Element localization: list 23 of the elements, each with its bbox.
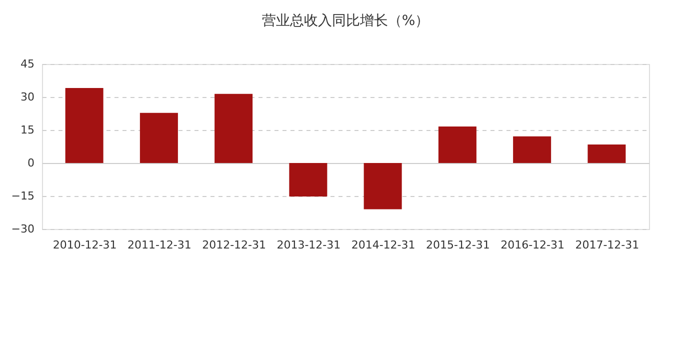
bar [513, 136, 552, 163]
y-tick-label: 30 [20, 90, 34, 104]
bar [214, 94, 253, 163]
y-tick-label: −30 [11, 222, 34, 236]
y-tick-label: 45 [20, 58, 34, 70]
x-tick-label: 2013-12-31 [276, 238, 341, 252]
chart-title: 营业总收入同比增长（%） [262, 13, 430, 29]
x-tick-label: 2016-12-31 [500, 238, 565, 252]
y-tick-label: 0 [28, 156, 34, 170]
x-tick-label: 2017-12-31 [575, 238, 640, 252]
bar [588, 144, 626, 163]
x-tick-label: 2014-12-31 [351, 238, 416, 252]
x-tick-label: 2012-12-31 [202, 238, 266, 252]
y-tick-label: 15 [20, 124, 34, 136]
bar [65, 88, 104, 163]
bar [140, 112, 178, 163]
y-tick-label: −15 [11, 190, 34, 202]
bar [364, 163, 402, 210]
x-tick-label: 2011-12-31 [127, 238, 192, 252]
x-tick-label: 2010-12-31 [52, 238, 117, 252]
bar [438, 126, 476, 163]
bar [289, 163, 328, 196]
x-tick-label: 2015-12-31 [426, 238, 490, 252]
